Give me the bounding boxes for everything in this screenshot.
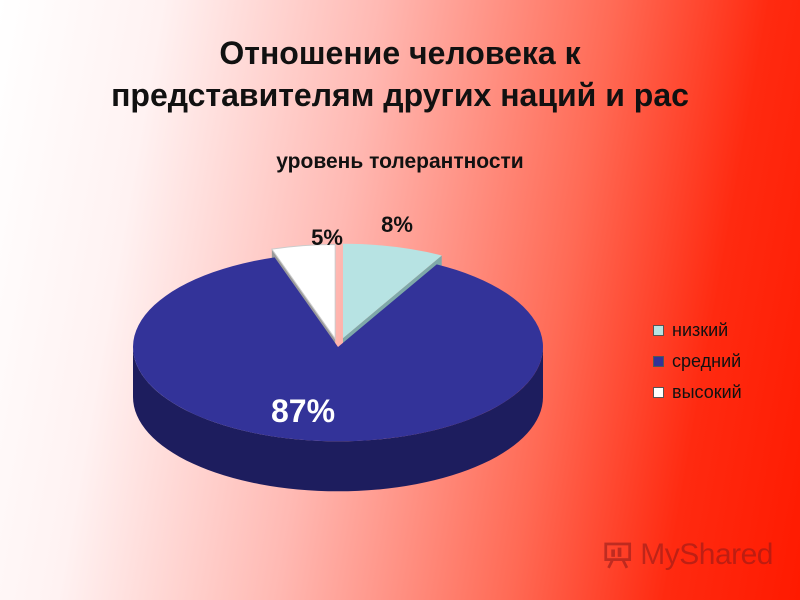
watermark-text: MyShared [640,538,773,571]
legend-label-high: высокий [672,382,742,402]
legend: низкий средний высокий [653,315,742,408]
legend-swatch-medium [653,356,664,367]
legend-label-low: низкий [672,320,729,340]
legend-swatch-high [653,387,664,398]
legend-swatch-low [653,325,664,336]
chart-title: Отношение человека к представителям друг… [0,32,800,116]
pie-slice-medium [133,257,543,442]
pie-slice-low [342,243,442,339]
chart-subtitle: уровень толерантности [276,150,524,173]
chart-title-line2: представителям других наций и рас [111,77,689,113]
data-label-medium: 87% [271,393,335,429]
legend-label-medium: средний [672,351,742,371]
watermark: MyShared [603,534,773,576]
pie-slice-high [270,244,336,341]
data-label-low: 8% [381,212,413,237]
data-label-high: 5% [311,225,343,250]
legend-item-medium: средний [653,346,742,377]
chart-title-line1: Отношение человека к [219,35,581,71]
presentation-icon [604,542,632,569]
legend-item-low: низкий [653,315,742,346]
pie-wall-medium [133,347,543,492]
legend-item-high: высокий [653,377,742,408]
